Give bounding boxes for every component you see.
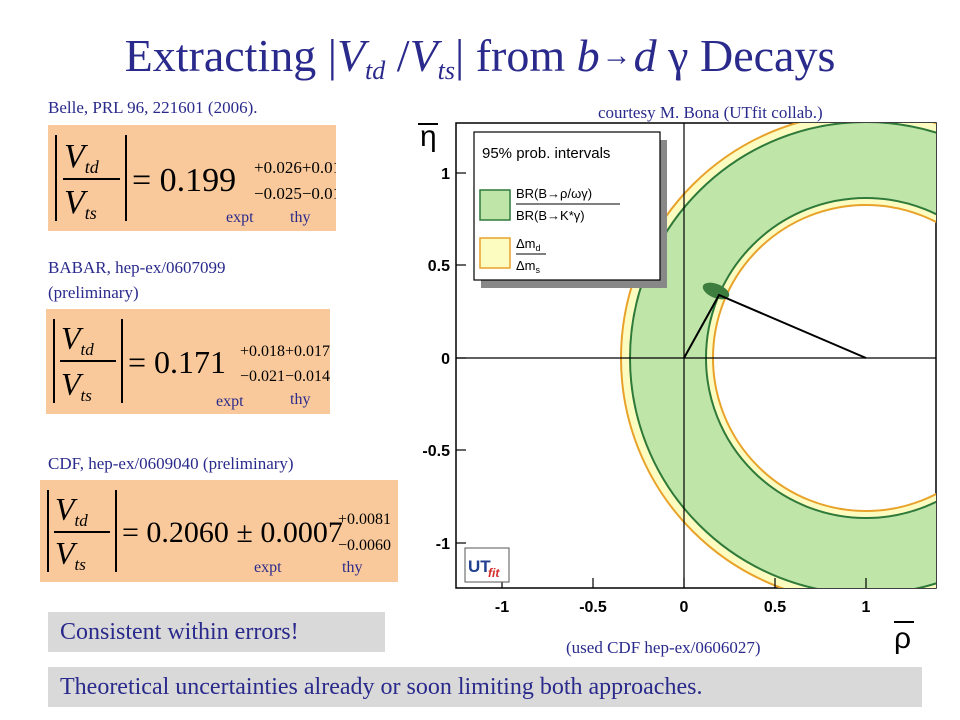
belle-reference: Belle, PRL 96, 221601 (2006).: [48, 98, 258, 117]
svg-text:= 0.171: = 0.171: [128, 344, 226, 380]
y-tick-label: -0.5: [422, 443, 450, 460]
svg-text:Vts: Vts: [61, 366, 92, 405]
plot-area: [456, 123, 936, 588]
legend-dm-denominator: Δms: [516, 258, 541, 275]
x-tick-label: -0.5: [579, 599, 607, 616]
utfit-logo: UT fit: [464, 547, 510, 583]
svg-text:+0.0081: +0.0081: [338, 511, 391, 528]
unitarity-triangle: [683, 293, 867, 359]
svg-text:Vts: Vts: [55, 535, 86, 574]
y-tick-label: 1: [441, 166, 450, 183]
legend-title: 95% prob. intervals: [482, 145, 610, 162]
svg-text:UT: UT: [468, 557, 491, 576]
y-tick-label: 0.5: [428, 258, 450, 275]
babar-reference-line1: BABAR, hep-ex/0607099: [48, 258, 226, 277]
belle-thy-label: thy: [290, 209, 311, 226]
x-tick-label: 1: [862, 599, 871, 616]
rho-axis-label: ρ: [894, 622, 911, 655]
right-arrow-icon: →: [601, 39, 632, 72]
babar-formula: Vtd Vts = 0.171 +0.018+0.017 −0.021−0.01…: [53, 319, 330, 405]
theory-limit-banner: Theoretical uncertainties already or soo…: [48, 667, 922, 707]
plot-legend: 95% prob. intervals BR(B→ρ/ωγ) BR(B→K*γ)…: [473, 131, 667, 288]
cdf-thy-label: thy: [342, 559, 363, 576]
svg-text:+0.026+0.018: +0.026+0.018: [254, 158, 336, 177]
svg-text:Vts: Vts: [64, 184, 97, 223]
consistency-banner: Consistent within errors!: [48, 612, 385, 652]
svg-text:−0.021−0.014: −0.021−0.014: [240, 368, 330, 385]
svg-text:Vtd: Vtd: [64, 138, 100, 177]
belle-expt-label: expt: [226, 209, 254, 226]
svg-text:fit: fit: [488, 566, 500, 580]
svg-text:−0.0060: −0.0060: [338, 537, 391, 554]
svg-text:+0.018+0.017: +0.018+0.017: [240, 343, 330, 360]
y-ticks: [456, 172, 466, 544]
y-tick-label: -1: [436, 536, 450, 553]
cdf-formula: Vtd Vts = 0.2060 ± 0.0007 +0.0081 −0.006…: [47, 490, 391, 574]
y-tick-label: 0: [441, 351, 450, 368]
cdf-reference: CDF, hep-ex/0609040 (preliminary): [48, 454, 294, 473]
apex-ellipse: [702, 282, 730, 300]
legend-dm-swatch: [479, 237, 511, 269]
legend-dm-numerator: Δmd: [516, 236, 541, 253]
courtesy-note: courtesy M. Bona (UTfit collab.): [598, 103, 823, 122]
svg-text:Vtd: Vtd: [55, 491, 88, 530]
unitarity-triangle-plot: -1 -0.5 0 0.5 1 1 0.5 0 -0.5 -1 η ρ 95% …: [418, 120, 937, 655]
babar-thy-label: thy: [290, 391, 311, 408]
svg-text:= 0.2060 ± 0.0007: = 0.2060 ± 0.0007: [122, 516, 343, 549]
babar-result-box: Vtd Vts = 0.171 +0.018+0.017 −0.021−0.01…: [46, 309, 330, 414]
cdf-result-box: Vtd Vts = 0.2060 ± 0.0007 +0.0081 −0.006…: [40, 480, 398, 582]
x-tick-label: 0: [680, 599, 689, 616]
cdf-expt-label: expt: [254, 559, 282, 576]
babar-reference-line2: (preliminary): [48, 283, 139, 302]
br-ratio-band: [630, 123, 936, 588]
belle-formula: Vtd Vts = 0.199 +0.026+0.018 −0.025−0.01…: [55, 135, 350, 223]
belle-result-box: Vtd Vts = 0.199 +0.026+0.018 −0.025−0.01…: [48, 125, 350, 231]
legend-br-denominator: BR(B→K*γ): [516, 208, 585, 223]
cdf-input-note: (used CDF hep-ex/0606027): [566, 638, 761, 657]
svg-text:Vtd: Vtd: [61, 320, 94, 359]
babar-expt-label: expt: [216, 393, 244, 410]
svg-text:−0.025−0.015: −0.025−0.015: [254, 184, 336, 203]
x-tick-label: 0.5: [764, 599, 786, 616]
eta-axis-label: η: [420, 120, 437, 153]
legend-br-swatch: [479, 189, 511, 221]
x-tick-label: -1: [495, 599, 509, 616]
legend-br-numerator: BR(B→ρ/ωγ): [516, 186, 592, 201]
svg-text:= 0.199: = 0.199: [132, 162, 236, 199]
slide-title: Extracting |Vtd /Vts| from b→d γ Decays: [124, 30, 836, 85]
